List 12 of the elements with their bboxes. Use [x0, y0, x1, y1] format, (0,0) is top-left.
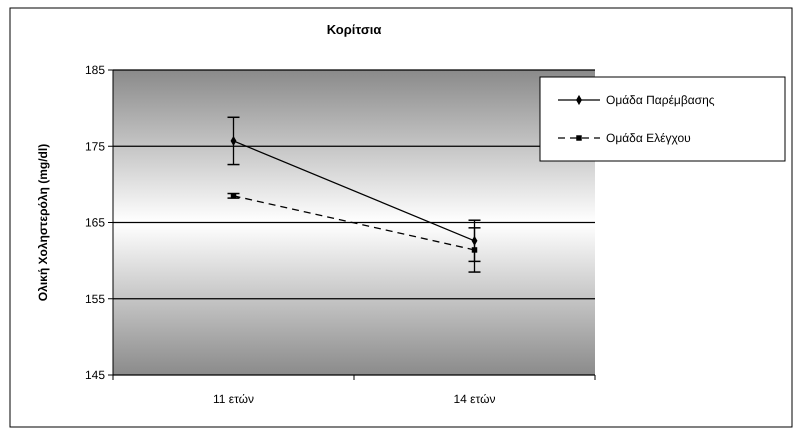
chart-title: Κορίτσια [326, 22, 382, 37]
y-tick-label: 155 [84, 292, 106, 306]
y-tick-label: 175 [84, 139, 106, 154]
point [472, 247, 478, 253]
x-tick-label: 14 ετών [454, 392, 496, 406]
legend-label: Ομάδα Ελέγχου [606, 131, 691, 146]
y-tick-label: 185 [84, 63, 106, 78]
y-axis-title: Ολική Χοληστερόλη (mg/dl) [36, 144, 50, 302]
y-tick-label: 165 [84, 216, 106, 230]
legend-label: Ομάδα Παρέμβασης [606, 93, 715, 108]
x-tick-label: 11 ετών [212, 392, 254, 406]
y-tick-label: 145 [84, 368, 106, 382]
